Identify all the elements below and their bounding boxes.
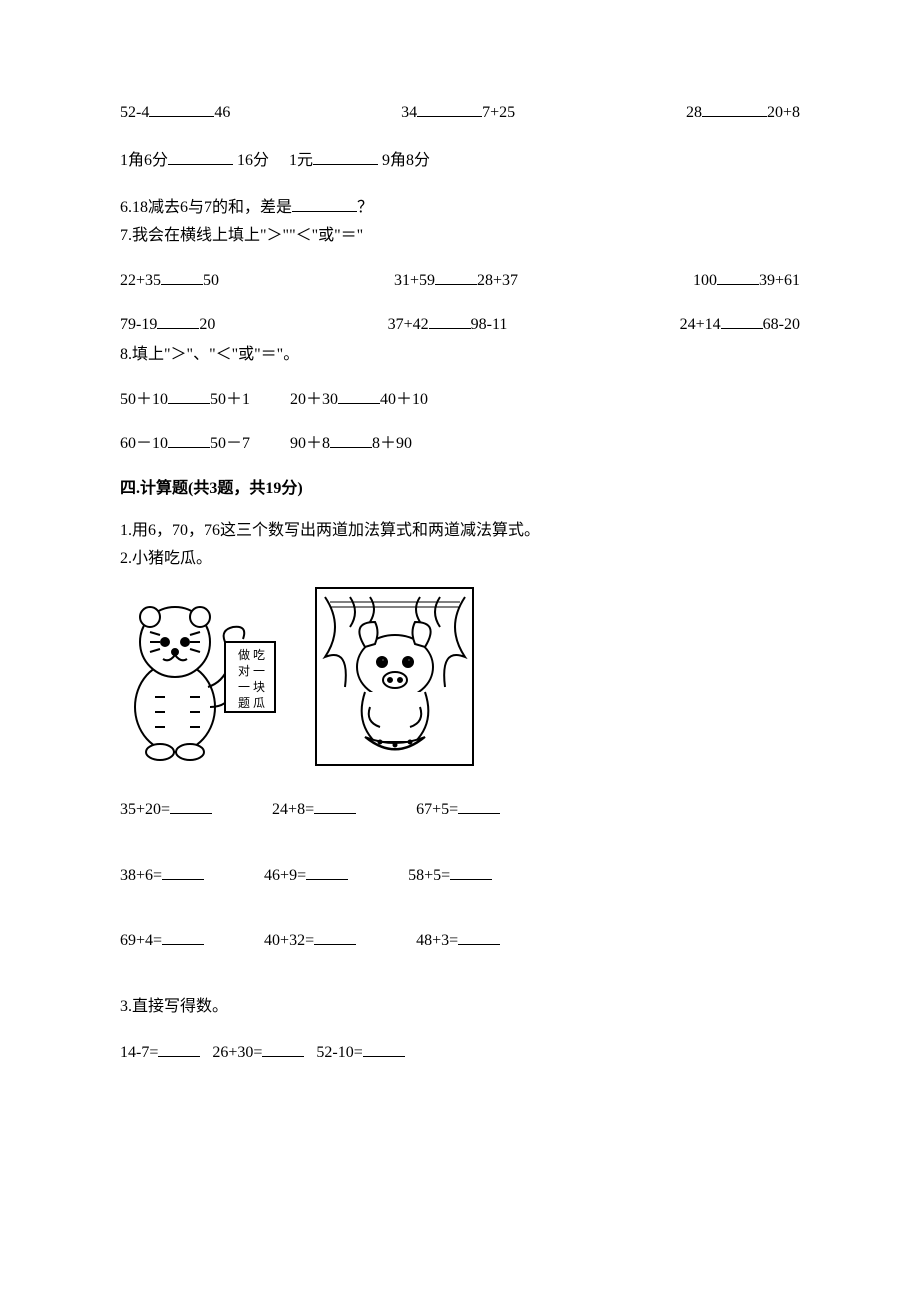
compare-item: 2820+8 xyxy=(686,100,800,126)
pig-illustration xyxy=(315,587,474,766)
compare-item: 20＋3040＋10 xyxy=(290,387,428,413)
s4-q2: 2.小猪吃瓜。 xyxy=(120,546,800,572)
calc-item: 46+9= xyxy=(264,863,348,889)
question-8: 8.填上"＞"、"＜"或"＝"。 xyxy=(120,342,800,368)
compare-c-row-1: 50＋1050＋1 20＋3040＋10 xyxy=(120,387,800,413)
compare-a-row-1: 52-446 347+25 2820+8 xyxy=(120,100,800,126)
svg-text:题 瓜: 题 瓜 xyxy=(238,696,265,710)
calc-item: 26+30= xyxy=(212,1044,304,1061)
calc-row-2: 38+6= 46+9= 58+5= xyxy=(120,863,800,889)
compare-item: 90＋88＋90 xyxy=(290,431,412,457)
calc-item: 48+3= xyxy=(416,928,500,954)
svg-text:对 一: 对 一 xyxy=(238,664,265,678)
compare-item: 347+25 xyxy=(401,100,515,126)
compare-c-row-2: 60－1050－7 90＋88＋90 xyxy=(120,431,800,457)
compare-item: 52-446 xyxy=(120,100,230,126)
question-7: 7.我会在横线上填上"＞""＜"或"＝" xyxy=(120,223,800,249)
compare-item: 22+3550 xyxy=(120,268,219,294)
tiger-illustration: 做 吃 对 一 一 块 题 瓜 xyxy=(120,587,285,767)
calc-row-3: 69+4= 40+32= 48+3= xyxy=(120,928,800,954)
svg-text:做 吃: 做 吃 xyxy=(238,647,265,662)
calc-item: 24+8= xyxy=(272,797,356,823)
illustration-row: 做 吃 对 一 一 块 题 瓜 xyxy=(120,587,800,767)
compare-a-row-2: 1角6分 16分 1元 9角8分 xyxy=(120,148,800,174)
calc-item: 40+32= xyxy=(264,928,356,954)
calc-item: 58+5= xyxy=(408,863,492,889)
s4-q3: 3.直接写得数。 xyxy=(120,994,800,1020)
svg-text:一 块: 一 块 xyxy=(238,680,265,694)
calc-item: 52-10= xyxy=(316,1044,404,1061)
calc-item: 67+5= xyxy=(416,797,500,823)
compare-item: 50＋1050＋1 xyxy=(120,387,250,413)
compare-item: 37+4298-11 xyxy=(388,312,508,338)
question-6: 6.18减去6与7的和，差是？ xyxy=(120,195,800,221)
worksheet-page: 52-446 347+25 2820+8 1角6分 16分 1元 9角8分 6.… xyxy=(0,0,920,1302)
section-4-heading: 四.计算题(共3题，共19分) xyxy=(120,476,800,502)
calc-item: 14-7= xyxy=(120,1044,200,1061)
s4-q1: 1.用6，70，76这三个数写出两道加法算式和两道减法算式。 xyxy=(120,518,800,544)
compare-item: 24+1468-20 xyxy=(680,312,800,338)
calc-row-1: 35+20= 24+8= 67+5= xyxy=(120,797,800,823)
compare-item: 79-1920 xyxy=(120,312,215,338)
compare-item: 60－1050－7 xyxy=(120,431,250,457)
compare-b-row-2: 79-1920 37+4298-11 24+1468-20 xyxy=(120,312,800,338)
compare-item: 10039+61 xyxy=(693,268,800,294)
calc-item: 35+20= xyxy=(120,797,212,823)
calc2-row: 14-7= 26+30= 52-10= xyxy=(120,1040,800,1066)
compare-b-row-1: 22+3550 31+5928+37 10039+61 xyxy=(120,268,800,294)
calc-item: 38+6= xyxy=(120,863,204,889)
compare-item: 31+5928+37 xyxy=(394,268,518,294)
calc-item: 69+4= xyxy=(120,928,204,954)
